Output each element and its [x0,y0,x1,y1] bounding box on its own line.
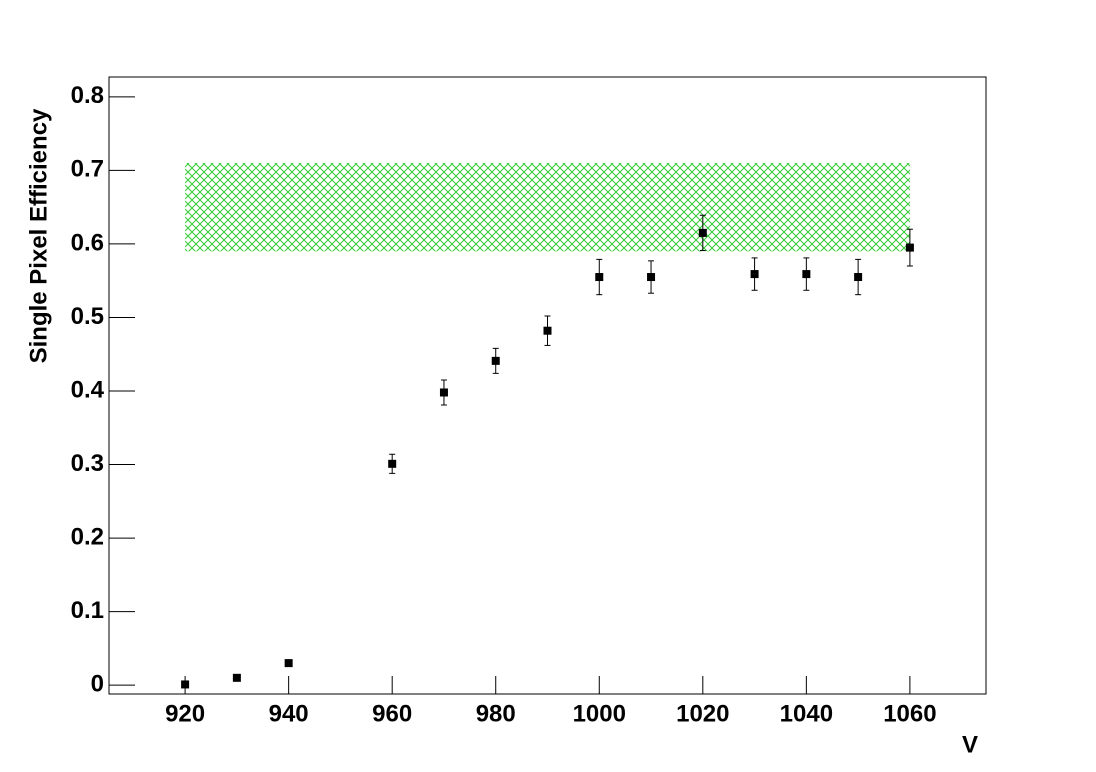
y-tick-label: 0 [91,671,104,698]
x-tick-label: 920 [165,700,205,727]
y-tick-label: 0.1 [71,597,104,624]
plot-frame [108,76,987,695]
point [491,356,500,365]
y-tick-label: 0.8 [71,82,104,109]
y-tick-label: 0.6 [71,229,104,256]
x-tick-label: 980 [476,700,516,727]
x-tick-label: 1000 [573,700,626,727]
point [543,326,552,335]
y-tick-label: 0.3 [71,450,104,477]
point [595,273,604,282]
point [388,459,397,468]
point [802,270,811,279]
y-tick-label: 0.7 [71,156,104,183]
point [698,228,707,237]
point [284,659,293,668]
band [185,163,910,252]
point [181,680,190,689]
x-axis-label: V [962,731,978,758]
y-tick-label: 0.4 [71,376,105,403]
x-tick-label: 1060 [883,700,936,727]
x-tick-label: 960 [372,700,412,727]
x-tick-label: 1040 [780,700,833,727]
point [905,243,914,252]
point [647,273,656,282]
point [439,388,448,397]
point [232,673,241,682]
point [854,273,863,282]
x-tick-label: 1020 [676,700,729,727]
y-axis-label: Single Pixel Efficiency [25,108,52,363]
y-tick-label: 0.2 [71,523,104,550]
y-tick-label: 0.5 [71,303,104,330]
point [750,270,759,279]
x-tick-label: 940 [269,700,309,727]
